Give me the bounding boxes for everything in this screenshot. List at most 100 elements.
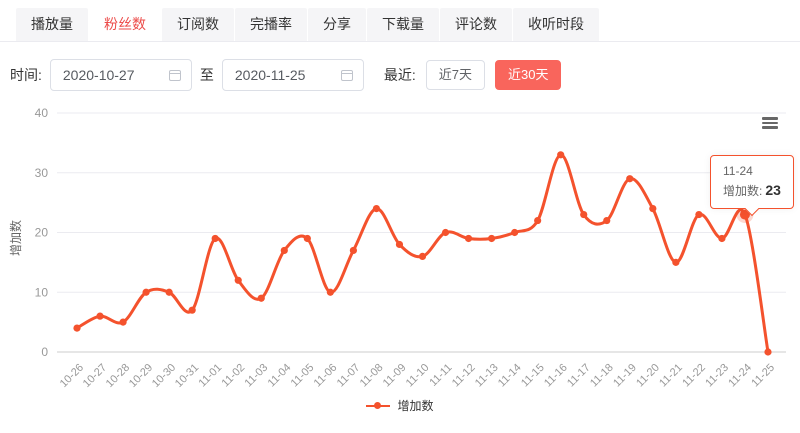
x-tick-label: 11-03 xyxy=(243,362,271,390)
data-point[interactable] xyxy=(188,306,196,314)
chart-tooltip: 11-24 增加数: 23 xyxy=(710,155,794,209)
legend-item[interactable]: 增加数 xyxy=(0,397,800,414)
tab-listening-time[interactable]: 收听时段 xyxy=(513,8,599,41)
data-point[interactable] xyxy=(580,210,588,219)
y-tick-label: 20 xyxy=(35,226,49,240)
tab-comments[interactable]: 评论数 xyxy=(440,8,512,41)
y-axis-labels: 0 10 20 30 40 xyxy=(35,106,49,359)
data-point[interactable] xyxy=(96,312,104,320)
data-point[interactable] xyxy=(257,294,265,302)
to-label: 至 xyxy=(199,67,214,83)
data-point[interactable] xyxy=(464,234,473,243)
data-point[interactable] xyxy=(487,234,496,243)
filter-bar: 时间: 2020-10-27 至 2020-11-25 最近: 近7天 近30天 xyxy=(10,59,800,91)
recent-7-days-button[interactable]: 近7天 xyxy=(425,60,486,90)
data-point[interactable] xyxy=(511,228,519,237)
data-point[interactable] xyxy=(718,234,726,243)
data-point[interactable] xyxy=(418,252,427,260)
y-tick-label: 30 xyxy=(35,166,49,180)
x-tick-label: 11-06 xyxy=(312,362,340,390)
end-date-input[interactable]: 2020-11-25 xyxy=(221,59,364,91)
data-point[interactable] xyxy=(326,288,334,296)
x-tick-label: 11-19 xyxy=(611,362,639,390)
metric-tabs: 播放量 粉丝数 订阅数 完播率 分享 下载量 评论数 收听时段 xyxy=(0,0,800,42)
data-point[interactable] xyxy=(441,228,450,237)
calendar-icon[interactable] xyxy=(340,69,353,81)
start-date-input[interactable]: 2020-10-27 xyxy=(49,59,192,91)
data-point[interactable] xyxy=(73,324,81,332)
x-tick-label: 11-01 xyxy=(197,362,225,390)
legend-label: 增加数 xyxy=(397,399,434,413)
x-tick-label: 11-23 xyxy=(703,362,731,390)
data-point[interactable] xyxy=(280,246,288,255)
data-point[interactable] xyxy=(119,318,127,326)
data-point[interactable] xyxy=(764,348,772,356)
recent-30-days-button[interactable]: 近30天 xyxy=(495,60,562,90)
x-tick-label: 11-18 xyxy=(588,362,616,390)
x-tick-label: 11-17 xyxy=(565,362,593,390)
hamburger-icon[interactable] xyxy=(762,117,778,131)
tab-share[interactable]: 分享 xyxy=(308,8,366,41)
x-tick-label: 11-12 xyxy=(450,362,478,390)
x-tick-label: 10-31 xyxy=(173,362,201,390)
x-tick-label: 11-21 xyxy=(657,362,685,390)
y-axis-title: 增加数 xyxy=(8,220,23,256)
line-chart-svg: 0 10 20 30 40 增加数 10-2610-2710-2810-2910-3010-… xyxy=(8,106,786,390)
data-point[interactable] xyxy=(165,288,173,296)
x-tick-label: 10-27 xyxy=(81,362,109,390)
x-tick-label: 11-10 xyxy=(404,362,432,390)
tab-fans[interactable]: 粉丝数 xyxy=(89,8,161,41)
data-point[interactable] xyxy=(211,234,219,243)
tab-downloads[interactable]: 下载量 xyxy=(367,8,439,41)
x-tick-label: 11-14 xyxy=(496,362,524,390)
x-tick-label: 11-16 xyxy=(542,362,570,390)
x-tick-label: 11-09 xyxy=(381,362,409,390)
data-point[interactable] xyxy=(695,210,703,219)
x-tick-label: 11-04 xyxy=(266,362,294,390)
x-tick-label: 10-28 xyxy=(104,362,132,390)
x-tick-label: 11-24 xyxy=(726,362,754,390)
x-tick-label: 11-20 xyxy=(634,362,662,390)
x-tick-label: 11-08 xyxy=(358,362,386,390)
tooltip-value: 23 xyxy=(765,182,781,198)
data-point[interactable] xyxy=(557,151,565,159)
x-tick-label: 11-11 xyxy=(427,362,454,389)
y-tick-label: 10 xyxy=(35,285,49,299)
data-point[interactable] xyxy=(303,234,311,243)
x-tick-label: 11-02 xyxy=(220,362,248,390)
tab-subscriptions[interactable]: 订阅数 xyxy=(162,8,234,41)
x-tick-label: 11-05 xyxy=(289,362,317,390)
tab-play-count[interactable]: 播放量 xyxy=(16,8,88,41)
recent-label: 最近: xyxy=(383,67,416,83)
data-point[interactable] xyxy=(234,276,242,284)
data-point[interactable] xyxy=(142,288,150,296)
x-tick-label: 11-15 xyxy=(519,362,547,390)
data-point[interactable] xyxy=(649,205,657,213)
data-point[interactable] xyxy=(395,240,404,249)
calendar-icon[interactable] xyxy=(168,69,181,81)
x-tick-label: 11-22 xyxy=(680,362,708,390)
end-date-value: 2020-11-25 xyxy=(234,67,306,83)
x-tick-label: 11-13 xyxy=(473,362,501,390)
y-tick-label: 0 xyxy=(41,345,48,359)
data-point[interactable] xyxy=(349,246,357,255)
data-point[interactable] xyxy=(672,258,680,266)
data-point[interactable] xyxy=(534,216,542,225)
x-tick-label: 10-30 xyxy=(150,362,178,390)
x-tick-label: 10-26 xyxy=(58,362,86,390)
tooltip-series-row: 增加数: 23 xyxy=(723,180,781,201)
data-point[interactable] xyxy=(372,205,381,213)
start-date-value: 2020-10-27 xyxy=(62,67,135,83)
data-point[interactable] xyxy=(626,175,634,183)
tooltip-date: 11-24 xyxy=(723,164,753,178)
x-tick-label: 11-07 xyxy=(335,362,363,390)
data-points xyxy=(73,151,772,356)
grid-lines xyxy=(57,112,786,353)
tooltip-series-label: 增加数: xyxy=(723,184,763,198)
y-tick-label: 40 xyxy=(35,106,49,120)
data-point[interactable] xyxy=(603,216,611,225)
x-tick-label: 10-29 xyxy=(127,362,155,390)
tab-completion-rate[interactable]: 完播率 xyxy=(235,8,307,41)
time-label: 时间: xyxy=(10,67,42,83)
